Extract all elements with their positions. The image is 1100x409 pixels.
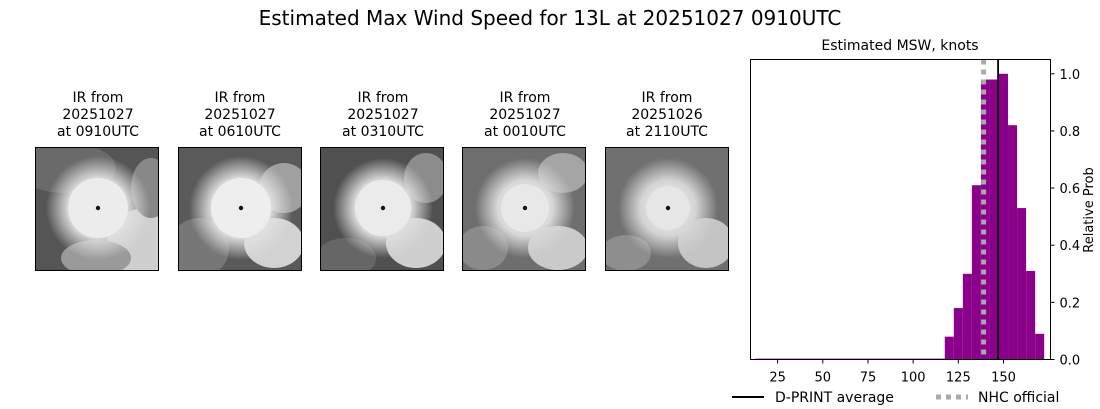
- histogram-bar: [962, 273, 972, 360]
- ir-image-4: [462, 147, 586, 271]
- legend-dprint-label: D-PRINT average: [775, 390, 894, 406]
- y-tick-label: 0.0: [1060, 354, 1081, 369]
- legend-nhc-label: NHC official: [978, 390, 1059, 406]
- ir-panel-title-5: IR from 20251026 at 2110UTC: [626, 90, 708, 140]
- histogram-bar: [1017, 208, 1027, 360]
- figure-title: Estimated Max Wind Speed for 13L at 2025…: [258, 6, 842, 30]
- histogram-bar: [989, 79, 999, 360]
- histogram-bar: [944, 336, 954, 360]
- x-tick-label: 150: [991, 371, 1016, 386]
- reference-lines: [981, 59, 999, 360]
- y-axis: 0.0 0.2 0.4 0.6 0.8 1.0: [1050, 68, 1081, 369]
- x-tick-label: 25: [769, 371, 786, 386]
- ir-image-5: [605, 147, 729, 271]
- histogram-bar: [953, 308, 963, 360]
- x-tick-label: 50: [815, 371, 832, 386]
- y-tick-label: 0.8: [1060, 125, 1081, 140]
- histogram-bar: [998, 73, 1009, 360]
- y-tick-label: 0.2: [1060, 296, 1081, 311]
- x-tick-label: 125: [946, 371, 971, 386]
- x-axis: 25 50 75 100 125 150: [769, 359, 1016, 386]
- histogram-bars: [755, 73, 1045, 360]
- y-tick-label: 0.4: [1060, 239, 1081, 254]
- chart-title: Estimated MSW, knots: [821, 38, 978, 54]
- ir-panel-title-4: IR from 20251027 at 0010UTC: [484, 90, 566, 140]
- y-tick-label: 0.6: [1060, 182, 1081, 197]
- ir-image-1: [35, 147, 159, 271]
- ir-panel-title-1: IR from 20251027 at 0910UTC: [57, 90, 139, 140]
- histogram-bar: [1008, 125, 1018, 360]
- ir-image-2: [178, 147, 302, 271]
- ir-panel-title-3: IR from 20251027 at 0310UTC: [342, 90, 424, 140]
- histogram-bar: [1026, 270, 1036, 360]
- y-axis-label: Relative Prob: [1082, 167, 1097, 252]
- y-tick-label: 1.0: [1060, 68, 1081, 83]
- x-tick-label: 75: [860, 371, 877, 386]
- x-tick-label: 100: [901, 371, 926, 386]
- ir-panel-title-2: IR from 20251027 at 0610UTC: [199, 90, 281, 140]
- histogram-bar: [971, 185, 981, 360]
- ir-image-3: [320, 147, 444, 271]
- plot-frame: [750, 59, 1051, 360]
- histogram-bar: [1035, 333, 1045, 360]
